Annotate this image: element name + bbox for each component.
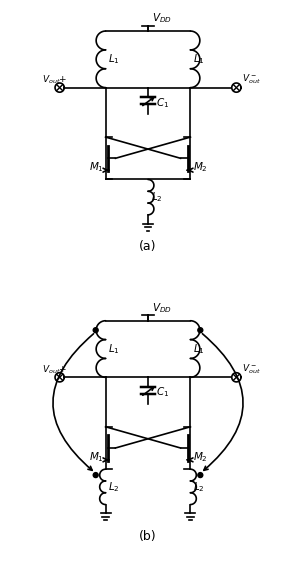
Text: $L_1$: $L_1$ bbox=[193, 342, 205, 356]
Text: $M_1$: $M_1$ bbox=[89, 160, 104, 174]
Circle shape bbox=[198, 473, 203, 477]
Text: $C_1$: $C_1$ bbox=[156, 386, 169, 399]
Text: $L_2$: $L_2$ bbox=[108, 480, 120, 494]
Text: $L_1$: $L_1$ bbox=[108, 53, 120, 66]
Text: $L_2$: $L_2$ bbox=[193, 480, 205, 494]
Circle shape bbox=[93, 328, 98, 333]
Text: $V_{DD}$: $V_{DD}$ bbox=[152, 301, 171, 315]
Text: $L_2$: $L_2$ bbox=[151, 190, 163, 204]
Text: $C_1$: $C_1$ bbox=[156, 96, 169, 109]
Text: $M_1$: $M_1$ bbox=[89, 450, 104, 464]
Text: $L_1$: $L_1$ bbox=[108, 342, 120, 356]
Text: (b): (b) bbox=[139, 530, 157, 543]
Text: $V_{out}^-$: $V_{out}^-$ bbox=[242, 362, 261, 376]
Text: $L_1$: $L_1$ bbox=[193, 53, 205, 66]
Text: $V_{out}$+: $V_{out}$+ bbox=[42, 73, 67, 86]
Text: $V_{out}$+: $V_{out}$+ bbox=[42, 363, 67, 376]
Text: $V_{out}^-$: $V_{out}^-$ bbox=[242, 72, 261, 86]
Text: $V_{DD}$: $V_{DD}$ bbox=[152, 11, 171, 25]
Text: $M_2$: $M_2$ bbox=[193, 160, 208, 174]
Circle shape bbox=[198, 328, 203, 333]
Circle shape bbox=[93, 473, 98, 477]
Text: (a): (a) bbox=[139, 240, 157, 253]
Text: $M_2$: $M_2$ bbox=[193, 450, 208, 464]
